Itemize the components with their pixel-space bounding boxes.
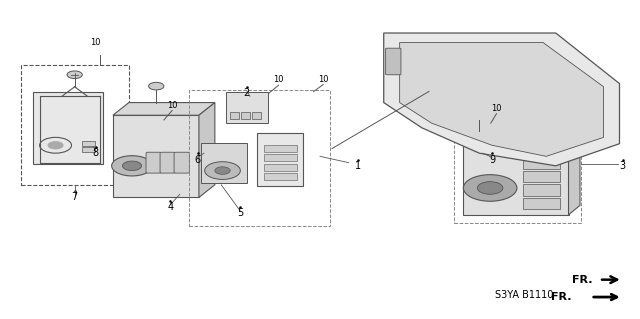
Polygon shape	[384, 33, 620, 166]
Polygon shape	[463, 141, 568, 215]
Circle shape	[477, 182, 503, 194]
Polygon shape	[463, 131, 580, 141]
Circle shape	[148, 82, 164, 90]
Text: 10: 10	[492, 104, 502, 113]
Circle shape	[48, 141, 63, 149]
FancyBboxPatch shape	[241, 112, 250, 119]
FancyBboxPatch shape	[174, 152, 189, 173]
Polygon shape	[399, 42, 604, 156]
Polygon shape	[199, 103, 215, 197]
Text: 5: 5	[237, 208, 243, 218]
Circle shape	[472, 113, 486, 120]
Text: 10: 10	[318, 75, 328, 84]
FancyBboxPatch shape	[230, 112, 239, 119]
FancyBboxPatch shape	[216, 168, 227, 173]
Text: 1: 1	[355, 161, 362, 171]
FancyBboxPatch shape	[264, 145, 297, 152]
Polygon shape	[113, 115, 199, 197]
Text: 6: 6	[195, 154, 201, 165]
FancyBboxPatch shape	[386, 48, 401, 75]
FancyBboxPatch shape	[83, 147, 95, 152]
Text: 10: 10	[273, 75, 284, 84]
FancyBboxPatch shape	[226, 92, 268, 122]
FancyBboxPatch shape	[252, 112, 260, 119]
Circle shape	[205, 162, 241, 179]
FancyBboxPatch shape	[33, 92, 103, 164]
Circle shape	[67, 71, 83, 78]
Text: 10: 10	[90, 38, 101, 47]
Circle shape	[463, 175, 517, 201]
Circle shape	[215, 167, 230, 174]
FancyBboxPatch shape	[524, 198, 559, 209]
FancyBboxPatch shape	[264, 154, 297, 161]
Circle shape	[122, 161, 141, 171]
FancyBboxPatch shape	[524, 171, 559, 182]
FancyBboxPatch shape	[202, 143, 246, 182]
FancyBboxPatch shape	[264, 164, 297, 171]
FancyBboxPatch shape	[83, 141, 95, 145]
Text: S3YA B1110: S3YA B1110	[495, 291, 553, 300]
Polygon shape	[113, 103, 215, 115]
Text: FR.: FR.	[551, 292, 572, 302]
FancyBboxPatch shape	[216, 162, 227, 167]
Text: 3: 3	[620, 161, 626, 171]
FancyBboxPatch shape	[257, 133, 303, 186]
FancyBboxPatch shape	[524, 158, 559, 169]
Text: 2: 2	[244, 88, 250, 98]
Circle shape	[111, 156, 152, 176]
FancyBboxPatch shape	[160, 152, 175, 173]
Text: 9: 9	[489, 154, 495, 165]
FancyBboxPatch shape	[524, 184, 559, 196]
Text: 10: 10	[167, 100, 177, 109]
Text: FR.: FR.	[572, 275, 592, 285]
Polygon shape	[568, 131, 580, 215]
Text: 4: 4	[167, 202, 173, 212]
FancyBboxPatch shape	[146, 152, 161, 173]
Text: 7: 7	[72, 192, 78, 203]
Text: 8: 8	[93, 148, 99, 158]
FancyBboxPatch shape	[264, 174, 297, 180]
